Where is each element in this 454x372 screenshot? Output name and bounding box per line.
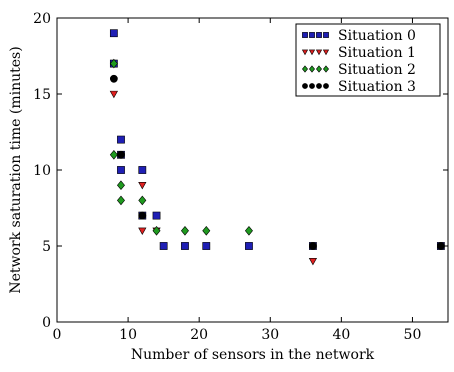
y-tick-label: 20 [33,11,51,27]
data-point [436,242,445,250]
legend-marker [302,83,308,89]
data-points [109,29,445,266]
data-point [180,226,189,236]
legend-marker [316,65,322,73]
legend-marker-situation-1 [301,49,330,56]
x-tick-label: 40 [332,327,350,343]
x-axis-label: Number of sensors in the network [131,347,375,363]
data-point [109,74,118,83]
data-point [109,90,118,99]
legend-marker [309,65,315,73]
legend-entry-situation-2: Situation 2 [302,62,416,78]
x-tick-label: 50 [404,327,422,343]
legend-entry-situation-1: Situation 1 [301,45,416,61]
legend-marker [309,32,315,38]
data-point [159,242,168,250]
y-tick-label: 5 [42,239,51,255]
data-point [308,258,318,266]
legend-marker-situation-2 [302,65,329,73]
y-axis-label: Network saturation time (minutes) [8,46,24,293]
legend-label-situation-2: Situation 2 [338,62,416,78]
data-point [138,211,147,220]
legend-marker-situation-0 [302,32,329,38]
legend-marker [323,32,329,38]
legend-label-situation-3: Situation 3 [338,79,416,95]
data-point [138,166,147,174]
data-point [138,182,147,190]
legend-marker [316,83,322,89]
y-tick-label: 15 [33,87,51,103]
data-point [202,242,211,250]
legend-marker [323,65,329,73]
data-point [152,211,161,220]
legend-marker [308,49,316,56]
y-axis-ticks: 0 5 10 15 20 [33,11,448,331]
data-point [309,242,317,250]
legend-marker [322,49,330,56]
legend-marker [323,83,329,89]
data-point [244,226,253,236]
legend-marker [315,49,323,56]
data-point [202,226,211,236]
legend-entry-situation-3: Situation 3 [302,79,416,95]
y-tick-label: 10 [33,163,51,179]
data-point [117,166,125,174]
data-point [152,226,161,236]
data-point [116,195,125,206]
legend: Situation 0 Situation 1 Situation 2 Situ… [295,23,441,97]
x-axis-ticks: 0 10 20 30 40 50 [53,18,422,343]
data-point [109,29,118,38]
data-point [138,227,147,236]
plot-frame [56,17,449,323]
legend-label-situation-0: Situation 0 [338,28,416,44]
legend-marker [302,32,308,38]
data-point [138,195,147,206]
legend-marker [309,83,315,89]
x-tick-label: 20 [190,327,208,343]
y-tick-label: 0 [42,315,51,331]
series-situation-3 [109,74,445,250]
data-point [245,242,253,250]
data-point [109,150,118,160]
x-tick-label: 10 [119,327,137,343]
x-tick-label: 0 [53,327,62,343]
legend-entry-situation-0: Situation 0 [302,28,416,44]
data-point [117,135,125,144]
legend-marker [316,32,322,38]
data-point [109,58,118,69]
legend-marker [302,65,308,73]
data-point [181,242,189,250]
x-tick-label: 30 [261,327,279,343]
legend-marker-situation-3 [302,83,329,89]
legend-label-situation-1: Situation 1 [338,45,416,61]
data-point [117,150,125,159]
series-situation-2 [109,58,253,236]
legend-marker [301,49,309,56]
data-point [116,180,125,190]
